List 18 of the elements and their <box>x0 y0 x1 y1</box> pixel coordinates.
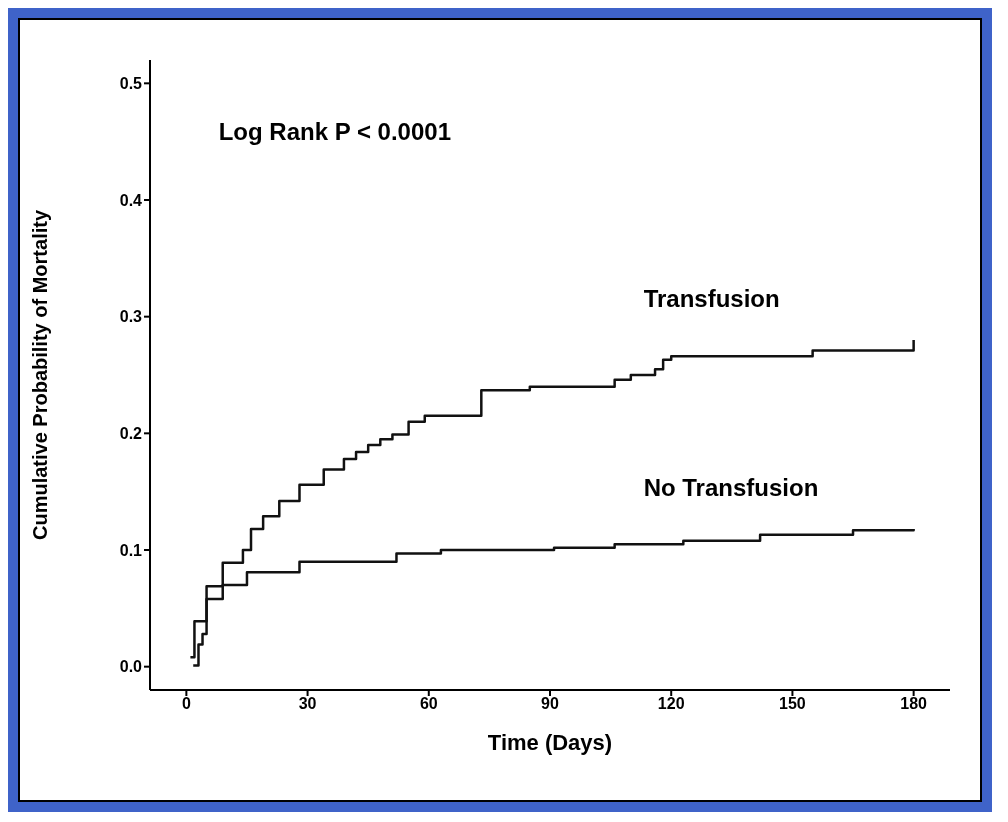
x-tick-label: 0 <box>181 695 191 713</box>
y-tick-label: 0.4 <box>119 191 143 209</box>
y-tick-label: 0.1 <box>119 541 143 559</box>
x-tick-label: 150 <box>779 695 806 713</box>
series-label: No Transfusion <box>643 474 819 502</box>
y-tick-label: 0.5 <box>119 75 143 93</box>
x-axis-title: Time (Days) <box>487 730 613 755</box>
y-tick-label: 0.0 <box>119 658 143 676</box>
x-tick-label: 30 <box>298 695 317 713</box>
x-tick-label: 180 <box>900 695 928 713</box>
y-tick-label: 0.2 <box>119 425 143 443</box>
x-tick-label: 120 <box>657 695 685 713</box>
series-label: Transfusion <box>643 285 780 313</box>
y-axis-title: Cumulative Probability of Mortality <box>29 209 52 541</box>
annotation: Log Rank P < 0.0001 <box>218 118 452 147</box>
x-tick-label: 90 <box>541 695 559 713</box>
x-tick-label: 60 <box>419 695 438 713</box>
y-tick-label: 0.3 <box>119 308 143 326</box>
